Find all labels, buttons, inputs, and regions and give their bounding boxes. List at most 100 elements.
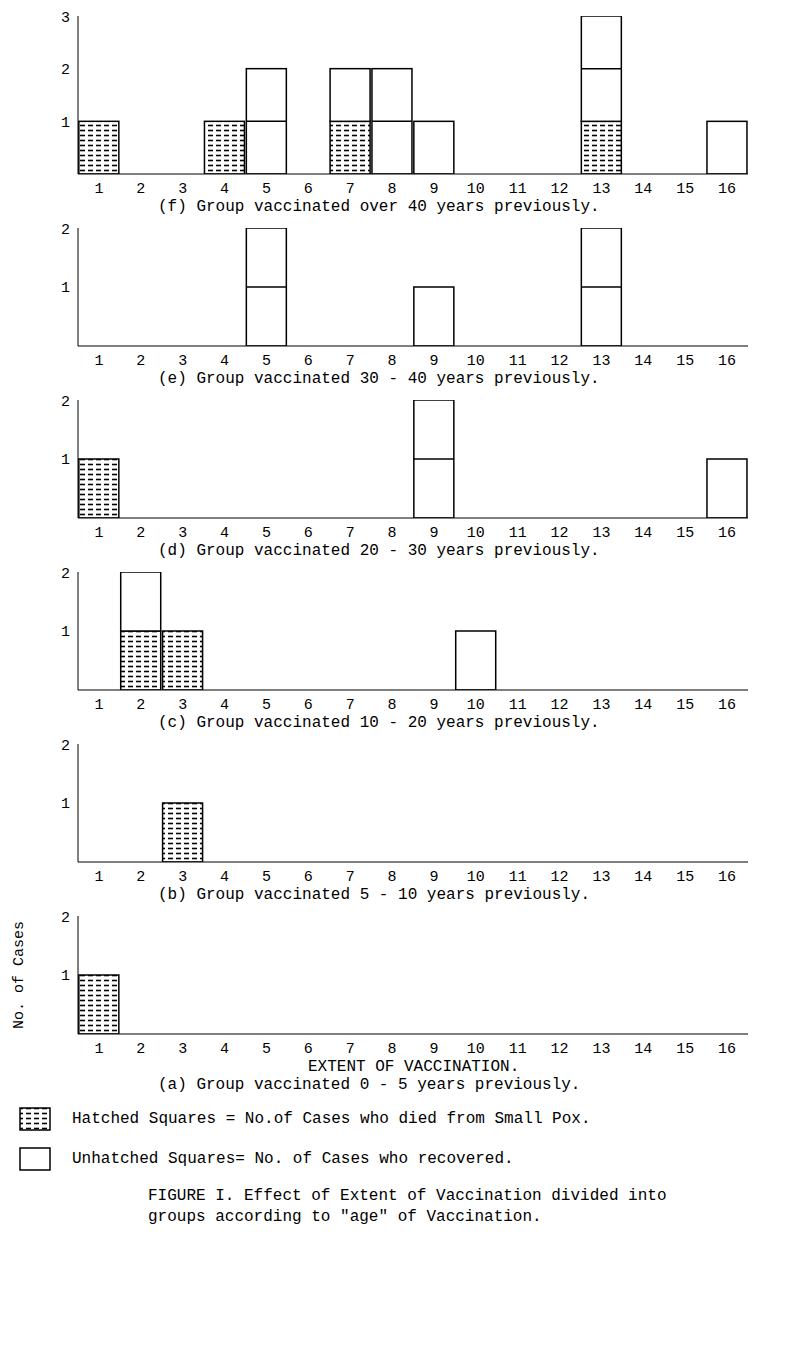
svg-text:9: 9: [429, 353, 438, 370]
svg-text:10: 10: [467, 181, 485, 198]
svg-text:9: 9: [429, 697, 438, 714]
svg-text:1: 1: [94, 697, 103, 714]
svg-text:4: 4: [220, 181, 229, 198]
svg-text:9: 9: [429, 869, 438, 886]
svg-text:11: 11: [509, 525, 527, 542]
svg-text:1: 1: [61, 452, 70, 469]
svg-text:8: 8: [388, 869, 397, 886]
svg-text:2: 2: [136, 1041, 145, 1058]
svg-text:2: 2: [136, 353, 145, 370]
svg-text:14: 14: [634, 1041, 652, 1058]
svg-text:3: 3: [178, 697, 187, 714]
svg-text:15: 15: [676, 869, 694, 886]
svg-text:16: 16: [718, 181, 736, 198]
svg-text:6: 6: [304, 869, 313, 886]
svg-text:15: 15: [676, 525, 694, 542]
svg-text:8: 8: [388, 181, 397, 198]
svg-text:5: 5: [262, 869, 271, 886]
svg-text:1: 1: [94, 525, 103, 542]
svg-text:12: 12: [551, 353, 569, 370]
svg-text:14: 14: [634, 697, 652, 714]
svg-text:8: 8: [388, 1041, 397, 1058]
svg-text:4: 4: [220, 1041, 229, 1058]
svg-text:12: 12: [551, 697, 569, 714]
svg-text:9: 9: [429, 525, 438, 542]
svg-text:2: 2: [136, 869, 145, 886]
svg-text:3: 3: [178, 525, 187, 542]
svg-text:12: 12: [551, 869, 569, 886]
svg-text:3: 3: [178, 181, 187, 198]
svg-text:11: 11: [509, 353, 527, 370]
svg-text:5: 5: [262, 1041, 271, 1058]
svg-text:15: 15: [676, 697, 694, 714]
svg-text:1: 1: [94, 353, 103, 370]
svg-text:11: 11: [509, 697, 527, 714]
svg-text:16: 16: [718, 1041, 736, 1058]
svg-text:2: 2: [61, 394, 70, 411]
svg-text:13: 13: [592, 697, 610, 714]
svg-text:4: 4: [220, 869, 229, 886]
svg-text:11: 11: [509, 869, 527, 886]
svg-text:4: 4: [220, 525, 229, 542]
svg-text:10: 10: [467, 1041, 485, 1058]
svg-text:3: 3: [61, 10, 70, 27]
svg-text:6: 6: [304, 525, 313, 542]
svg-text:6: 6: [304, 697, 313, 714]
svg-text:15: 15: [676, 1041, 694, 1058]
svg-text:10: 10: [467, 525, 485, 542]
svg-text:7: 7: [346, 697, 355, 714]
svg-text:8: 8: [388, 697, 397, 714]
svg-text:2: 2: [61, 738, 70, 755]
svg-text:5: 5: [262, 353, 271, 370]
svg-text:14: 14: [634, 353, 652, 370]
svg-text:6: 6: [304, 181, 313, 198]
svg-text:7: 7: [346, 353, 355, 370]
svg-text:7: 7: [346, 869, 355, 886]
svg-text:1: 1: [61, 968, 70, 985]
svg-text:11: 11: [509, 1041, 527, 1058]
svg-text:6: 6: [304, 1041, 313, 1058]
svg-text:2: 2: [61, 910, 70, 927]
svg-text:2: 2: [61, 222, 70, 239]
svg-text:7: 7: [346, 525, 355, 542]
svg-text:10: 10: [467, 353, 485, 370]
svg-text:3: 3: [178, 353, 187, 370]
svg-text:2: 2: [136, 697, 145, 714]
svg-text:1: 1: [61, 115, 70, 132]
svg-text:13: 13: [592, 353, 610, 370]
svg-text:1: 1: [61, 796, 70, 813]
svg-text:2: 2: [61, 566, 70, 583]
svg-text:1: 1: [61, 280, 70, 297]
svg-text:9: 9: [429, 1041, 438, 1058]
svg-text:12: 12: [551, 525, 569, 542]
svg-text:14: 14: [634, 181, 652, 198]
svg-text:5: 5: [262, 525, 271, 542]
svg-text:4: 4: [220, 353, 229, 370]
svg-text:1: 1: [94, 869, 103, 886]
svg-text:9: 9: [429, 181, 438, 198]
svg-text:14: 14: [634, 525, 652, 542]
svg-text:13: 13: [592, 1041, 610, 1058]
svg-text:8: 8: [388, 525, 397, 542]
svg-text:No. of Cases: No. of Cases: [11, 921, 28, 1029]
svg-text:7: 7: [346, 1041, 355, 1058]
svg-text:1: 1: [94, 181, 103, 198]
svg-text:4: 4: [220, 697, 229, 714]
svg-text:15: 15: [676, 181, 694, 198]
svg-text:10: 10: [467, 869, 485, 886]
svg-text:2: 2: [136, 525, 145, 542]
svg-text:16: 16: [718, 353, 736, 370]
svg-text:7: 7: [346, 181, 355, 198]
svg-text:13: 13: [592, 181, 610, 198]
svg-text:12: 12: [551, 1041, 569, 1058]
svg-text:5: 5: [262, 181, 271, 198]
svg-text:16: 16: [718, 697, 736, 714]
svg-text:15: 15: [676, 353, 694, 370]
svg-text:3: 3: [178, 1041, 187, 1058]
svg-text:2: 2: [61, 62, 70, 79]
svg-text:11: 11: [509, 181, 527, 198]
svg-text:1: 1: [61, 624, 70, 641]
svg-text:5: 5: [262, 697, 271, 714]
svg-text:16: 16: [718, 869, 736, 886]
svg-text:10: 10: [467, 697, 485, 714]
